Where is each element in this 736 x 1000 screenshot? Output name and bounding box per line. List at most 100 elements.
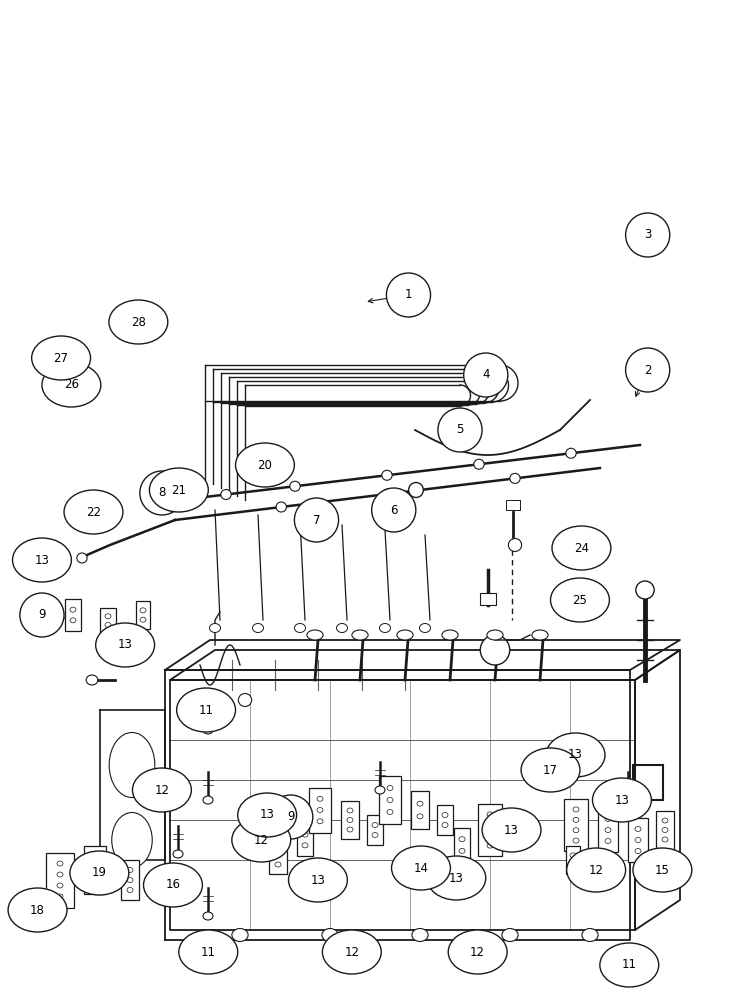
Text: 15: 15 bbox=[655, 863, 670, 876]
Ellipse shape bbox=[302, 843, 308, 848]
Ellipse shape bbox=[275, 843, 281, 848]
Text: 9: 9 bbox=[287, 810, 294, 823]
Ellipse shape bbox=[179, 930, 238, 974]
Ellipse shape bbox=[521, 748, 580, 792]
Ellipse shape bbox=[140, 608, 146, 613]
Ellipse shape bbox=[582, 929, 598, 942]
FancyBboxPatch shape bbox=[598, 808, 618, 852]
Bar bbox=[506, 500, 520, 510]
FancyBboxPatch shape bbox=[65, 599, 81, 631]
Ellipse shape bbox=[626, 348, 670, 392]
Ellipse shape bbox=[387, 810, 393, 814]
FancyBboxPatch shape bbox=[100, 607, 116, 642]
Ellipse shape bbox=[662, 818, 668, 823]
Ellipse shape bbox=[573, 838, 579, 843]
Ellipse shape bbox=[464, 353, 508, 397]
FancyBboxPatch shape bbox=[379, 776, 401, 824]
Ellipse shape bbox=[70, 618, 76, 623]
Ellipse shape bbox=[570, 853, 576, 858]
Ellipse shape bbox=[352, 630, 368, 640]
Ellipse shape bbox=[600, 943, 659, 987]
Ellipse shape bbox=[252, 624, 263, 633]
Ellipse shape bbox=[427, 856, 486, 900]
Ellipse shape bbox=[635, 826, 641, 831]
Ellipse shape bbox=[482, 808, 541, 852]
Ellipse shape bbox=[173, 850, 183, 858]
Ellipse shape bbox=[442, 812, 448, 817]
Ellipse shape bbox=[144, 863, 202, 907]
FancyBboxPatch shape bbox=[367, 815, 383, 845]
Ellipse shape bbox=[417, 814, 423, 819]
Ellipse shape bbox=[322, 930, 381, 974]
Ellipse shape bbox=[127, 867, 133, 872]
Ellipse shape bbox=[487, 843, 493, 848]
Ellipse shape bbox=[397, 630, 413, 640]
Ellipse shape bbox=[487, 630, 503, 640]
Ellipse shape bbox=[372, 488, 416, 532]
Ellipse shape bbox=[626, 213, 670, 257]
Text: 13: 13 bbox=[118, 639, 132, 652]
Ellipse shape bbox=[372, 822, 378, 827]
FancyBboxPatch shape bbox=[628, 818, 648, 862]
Ellipse shape bbox=[57, 894, 63, 899]
Ellipse shape bbox=[105, 622, 111, 628]
Text: 2: 2 bbox=[644, 363, 651, 376]
FancyBboxPatch shape bbox=[478, 804, 502, 856]
Text: 4: 4 bbox=[482, 368, 489, 381]
Ellipse shape bbox=[294, 624, 305, 633]
Ellipse shape bbox=[275, 852, 281, 857]
Ellipse shape bbox=[132, 768, 191, 812]
Ellipse shape bbox=[442, 630, 458, 640]
Ellipse shape bbox=[86, 675, 98, 685]
Ellipse shape bbox=[127, 878, 133, 882]
Ellipse shape bbox=[380, 624, 391, 633]
Ellipse shape bbox=[238, 793, 297, 837]
Text: 18: 18 bbox=[30, 904, 45, 916]
Text: 11: 11 bbox=[199, 704, 213, 716]
Ellipse shape bbox=[347, 808, 353, 813]
Ellipse shape bbox=[232, 929, 248, 942]
Ellipse shape bbox=[64, 490, 123, 534]
Ellipse shape bbox=[232, 818, 291, 862]
Ellipse shape bbox=[13, 538, 71, 582]
Text: 13: 13 bbox=[568, 748, 583, 762]
Ellipse shape bbox=[474, 459, 484, 469]
Ellipse shape bbox=[567, 848, 626, 892]
Ellipse shape bbox=[149, 468, 208, 512]
Ellipse shape bbox=[623, 796, 633, 804]
Ellipse shape bbox=[289, 858, 347, 902]
Ellipse shape bbox=[442, 822, 448, 827]
Ellipse shape bbox=[127, 888, 133, 893]
FancyBboxPatch shape bbox=[46, 852, 74, 908]
Ellipse shape bbox=[566, 448, 576, 458]
Ellipse shape bbox=[294, 498, 339, 542]
Text: 25: 25 bbox=[573, 593, 587, 606]
Ellipse shape bbox=[221, 489, 231, 499]
Ellipse shape bbox=[417, 801, 423, 806]
Ellipse shape bbox=[502, 929, 518, 942]
Text: 13: 13 bbox=[260, 808, 275, 821]
Text: 11: 11 bbox=[201, 946, 216, 958]
Ellipse shape bbox=[42, 363, 101, 407]
Ellipse shape bbox=[77, 553, 87, 563]
FancyBboxPatch shape bbox=[84, 846, 106, 894]
Ellipse shape bbox=[592, 778, 651, 822]
Ellipse shape bbox=[96, 623, 155, 667]
Ellipse shape bbox=[412, 929, 428, 942]
Ellipse shape bbox=[317, 819, 323, 824]
FancyBboxPatch shape bbox=[564, 799, 588, 851]
Ellipse shape bbox=[386, 273, 431, 317]
Text: 20: 20 bbox=[258, 459, 272, 472]
Text: 13: 13 bbox=[311, 874, 325, 886]
Text: 28: 28 bbox=[131, 316, 146, 329]
Ellipse shape bbox=[625, 970, 635, 978]
Ellipse shape bbox=[552, 526, 611, 570]
FancyBboxPatch shape bbox=[656, 811, 674, 849]
Ellipse shape bbox=[347, 827, 353, 832]
Ellipse shape bbox=[605, 827, 611, 832]
Text: 13: 13 bbox=[504, 823, 519, 836]
Ellipse shape bbox=[546, 733, 605, 777]
Ellipse shape bbox=[408, 483, 423, 497]
Ellipse shape bbox=[487, 833, 493, 838]
Ellipse shape bbox=[438, 408, 482, 452]
